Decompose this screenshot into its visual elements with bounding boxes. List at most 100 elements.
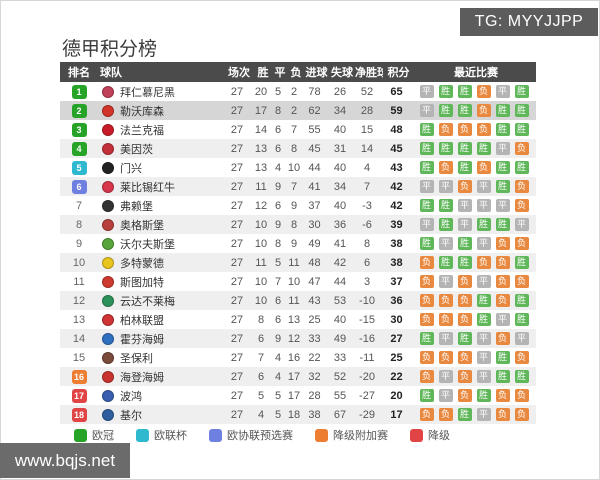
gf-value: 22 xyxy=(308,351,321,364)
result-badge-loss: 负 xyxy=(457,370,472,383)
rank-label: 7 xyxy=(75,199,83,212)
table-row[interactable]: 4 美因茨 27 13 6 8 45 31 14 45 胜胜胜胜平负 xyxy=(60,139,536,158)
table-row[interactable]: 14 霍芬海姆 27 6 9 12 33 49 -16 27 胜平胜平负平 xyxy=(60,329,536,348)
rank-label: 14 xyxy=(72,332,86,345)
draw-value: 8 xyxy=(274,104,282,117)
legend-color-swatch xyxy=(315,428,328,442)
table-row[interactable]: 2 勒沃库森 27 17 8 2 62 34 28 59 平胜胜负胜胜 xyxy=(60,101,536,120)
played-value: 27 xyxy=(230,332,244,345)
table-row[interactable]: 16 海登海姆 27 6 4 17 32 52 -20 22 负平负平胜胜 xyxy=(60,367,536,386)
table-row[interactable]: 13 柏林联盟 27 8 6 13 25 40 -15 30 负负负胜平胜 xyxy=(60,310,536,329)
ga-value: 40 xyxy=(333,313,347,326)
result-badge-win: 胜 xyxy=(419,332,434,345)
result-badge-draw: 平 xyxy=(419,218,434,231)
table-row[interactable]: 6 莱比锡红牛 27 11 9 7 41 34 7 42 平平负平胜负 xyxy=(60,177,536,196)
ga-value: 34 xyxy=(333,104,347,117)
table-row[interactable]: 17 波鸿 27 5 5 17 28 55 -27 20 胜平负胜负负 xyxy=(60,386,536,405)
result-badge-win: 胜 xyxy=(457,104,472,117)
gf-value: 43 xyxy=(308,294,321,307)
team-cell: 门兴 xyxy=(98,160,222,176)
table-body: 1 拜仁慕尼黑 27 20 5 2 78 26 52 65 平胜胜负平胜 2 勒沃库森 27 17 8 2 62 3… xyxy=(60,82,536,424)
table-row[interactable]: 5 门兴 27 13 4 10 44 40 4 43 胜负胜负胜胜 xyxy=(60,158,536,177)
team-name: 门兴 xyxy=(120,162,142,175)
rank-label: 15 xyxy=(72,351,86,364)
played-value: 27 xyxy=(230,370,244,383)
rank-cell: 13 xyxy=(60,314,98,326)
draw-value: 9 xyxy=(274,180,282,193)
loss-value: 8 xyxy=(290,142,298,155)
loss-value: 10 xyxy=(287,161,301,174)
recent-results: 负平负平负负 xyxy=(412,275,536,288)
team-cell: 基尔 xyxy=(98,407,222,423)
rank-cell: 2 xyxy=(60,103,98,118)
gd-value: 8 xyxy=(363,237,371,250)
result-badge-win: 胜 xyxy=(438,256,453,269)
team-logo-icon xyxy=(102,351,114,364)
ga-value: 55 xyxy=(333,389,347,402)
pts-value: 27 xyxy=(390,332,403,345)
result-badge-draw: 平 xyxy=(495,199,510,212)
standings-table: 排名 球队 场次胜平负进球 失球 净胜球 积分 最近比赛 1 拜仁慕尼黑 27 20 5 2 78 26 5… xyxy=(60,62,536,424)
table-row[interactable]: 9 沃尔夫斯堡 27 10 8 9 49 41 8 38 胜平胜平负负 xyxy=(60,234,536,253)
result-badge-draw: 平 xyxy=(457,218,472,231)
result-badge-loss: 负 xyxy=(438,161,453,174)
result-badge-loss: 负 xyxy=(457,180,472,193)
ga-value: 31 xyxy=(333,142,347,155)
table-row[interactable]: 12 云达不莱梅 27 10 6 11 43 53 -10 36 负负负胜负胜 xyxy=(60,291,536,310)
recent-results: 胜胜平平平负 xyxy=(412,199,536,212)
ga-value: 36 xyxy=(333,218,347,231)
team-logo-icon xyxy=(102,237,114,250)
result-badge-win: 胜 xyxy=(457,142,472,155)
team-logo-icon xyxy=(102,294,114,307)
team-cell: 弗赖堡 xyxy=(98,198,222,214)
played-value: 27 xyxy=(230,161,244,174)
result-badge-win: 胜 xyxy=(438,199,453,212)
result-badge-draw: 平 xyxy=(419,180,434,193)
result-badge-loss: 负 xyxy=(514,199,529,212)
team-logo-icon xyxy=(102,104,114,117)
rank-label: 10 xyxy=(72,256,86,269)
loss-value: 11 xyxy=(288,256,300,269)
loss-value: 18 xyxy=(287,408,301,421)
result-badge-loss: 负 xyxy=(419,313,434,326)
result-badge-win: 胜 xyxy=(495,180,510,193)
result-badge-win: 胜 xyxy=(457,332,472,345)
team-cell: 圣保利 xyxy=(98,350,222,366)
loss-value: 7 xyxy=(290,123,298,136)
legend-color-swatch xyxy=(410,428,423,442)
ga-value: 44 xyxy=(333,275,347,288)
team-logo-icon xyxy=(102,256,114,269)
recent-results: 胜平胜平负平 xyxy=(412,332,536,345)
pts-value: 42 xyxy=(390,180,403,193)
rank-cell: 3 xyxy=(60,122,98,137)
played-value: 27 xyxy=(230,351,244,364)
rank-cell: 11 xyxy=(60,276,98,288)
gf-value: 37 xyxy=(308,199,321,212)
table-row[interactable]: 15 圣保利 27 7 4 16 22 33 -11 25 负负负平胜负 xyxy=(60,348,536,367)
pts-value: 37 xyxy=(390,275,403,288)
table-row[interactable]: 3 法兰克福 27 14 6 7 55 40 15 48 胜负负负胜胜 xyxy=(60,120,536,139)
team-name: 弗赖堡 xyxy=(120,200,153,213)
table-row[interactable]: 11 斯图加特 27 10 7 10 47 44 3 37 负平负平负负 xyxy=(60,272,536,291)
legend-label: 欧联杯 xyxy=(154,430,187,442)
team-logo-icon xyxy=(102,389,114,402)
site-watermark: www.bqjs.net xyxy=(0,443,130,478)
table-row[interactable]: 8 奥格斯堡 27 10 9 8 30 36 -6 39 平胜平胜胜平 xyxy=(60,215,536,234)
table-row[interactable]: 1 拜仁慕尼黑 27 20 5 2 78 26 52 65 平胜胜负平胜 xyxy=(60,82,536,101)
table-row[interactable]: 10 多特蒙德 27 11 5 11 48 42 6 38 负胜胜负负胜 xyxy=(60,253,536,272)
result-badge-loss: 负 xyxy=(476,85,491,98)
ga-value: 53 xyxy=(333,294,347,307)
rank-label: 11 xyxy=(73,275,85,288)
gf-value: 49 xyxy=(308,237,321,250)
result-badge-loss: 负 xyxy=(457,351,472,364)
played-value: 27 xyxy=(230,180,244,193)
table-row[interactable]: 18 基尔 27 4 5 18 38 67 -29 17 负负胜平负负 xyxy=(60,405,536,424)
gf-value: 48 xyxy=(308,256,321,269)
result-badge-loss: 负 xyxy=(476,161,491,174)
ga-value: 40 xyxy=(333,199,347,212)
table-row[interactable]: 7 弗赖堡 27 12 6 9 37 40 -3 42 胜胜平平平负 xyxy=(60,196,536,215)
gf-value: 38 xyxy=(308,408,321,421)
recent-results: 平胜平胜胜平 xyxy=(412,218,536,231)
column-header-gd: 净胜球 xyxy=(355,67,383,79)
team-logo-icon xyxy=(102,218,114,231)
